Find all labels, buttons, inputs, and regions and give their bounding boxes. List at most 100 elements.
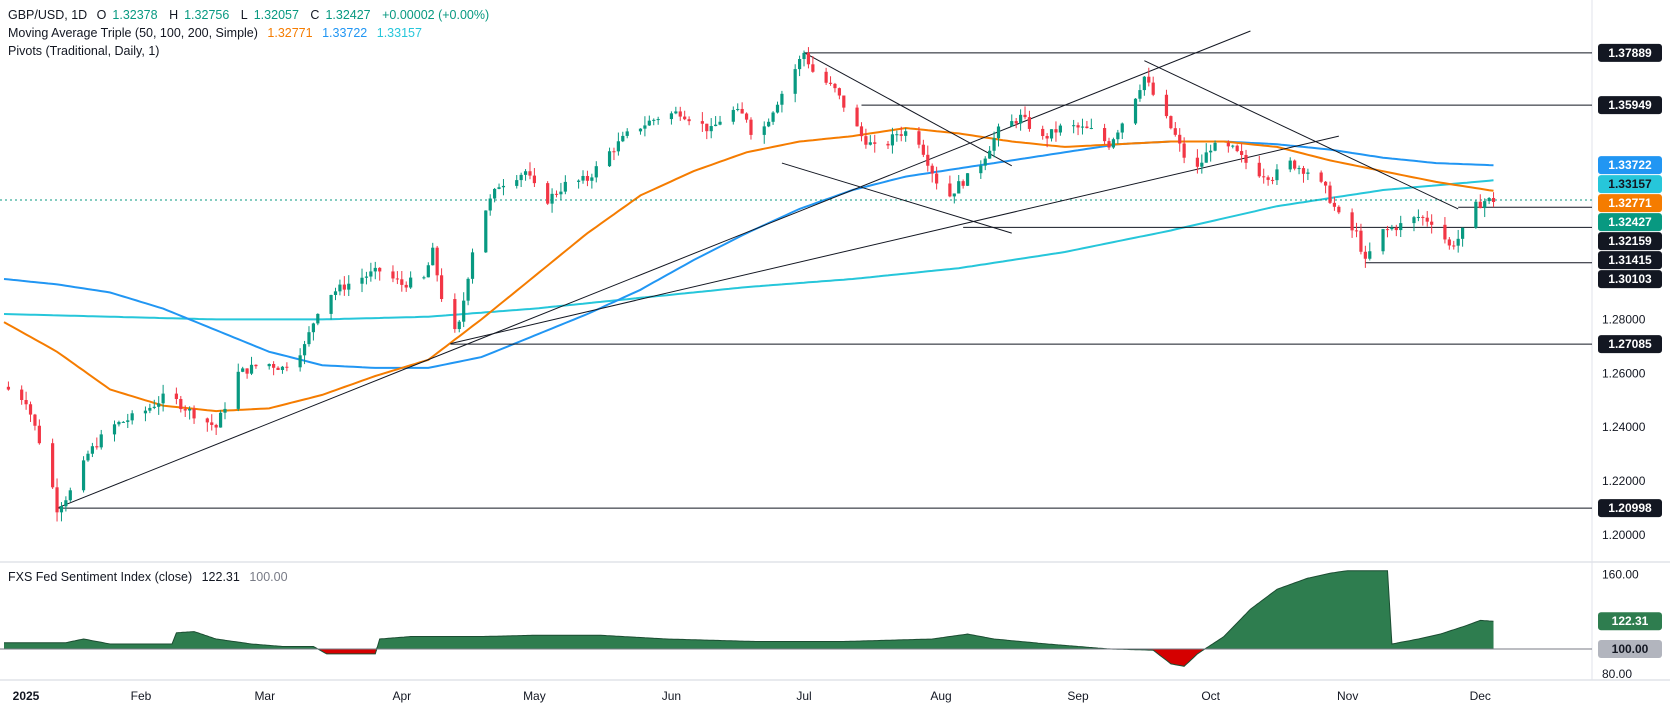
ma50-path — [3, 126, 1494, 413]
candle-body — [236, 371, 240, 409]
candle-body — [409, 277, 413, 288]
candle-body — [798, 59, 802, 70]
candle-body — [241, 368, 245, 372]
price-tag: 1.32427 — [1598, 213, 1662, 232]
candle-body — [1045, 136, 1049, 139]
candle-body — [890, 134, 895, 146]
candle-body — [859, 126, 864, 137]
candle-body — [267, 363, 271, 367]
candle-body — [453, 299, 457, 330]
candle-body — [1483, 201, 1487, 209]
candle-body — [833, 83, 837, 89]
y-tick-label: 1.28000 — [1602, 312, 1646, 326]
candle-body — [532, 175, 536, 184]
candle-body — [607, 151, 612, 167]
candle-body — [439, 275, 444, 300]
candle-body — [1456, 238, 1460, 246]
candle-body — [1116, 132, 1120, 140]
candle-body — [302, 344, 307, 356]
ma100-line — [3, 140, 1494, 369]
price-tag-bg — [1598, 43, 1662, 62]
candle-body — [1447, 239, 1451, 246]
legend-high-value: 1.32756 — [184, 8, 230, 22]
candle-body — [400, 279, 404, 285]
candle-body — [731, 109, 735, 122]
candle-body — [338, 284, 342, 292]
candle-body — [886, 143, 890, 146]
price-tag: 1.30103 — [1598, 270, 1662, 289]
candle-body — [55, 487, 59, 513]
candle-body — [373, 267, 377, 272]
candle-body — [965, 173, 970, 186]
candle-body — [775, 104, 780, 113]
candle-body — [523, 171, 528, 175]
candle-body — [873, 142, 877, 144]
candle-body — [435, 247, 439, 276]
candle-body — [422, 277, 426, 279]
candle-body — [621, 135, 625, 142]
candle-body — [546, 183, 550, 204]
trend-line — [781, 162, 1012, 234]
candle-body — [1368, 251, 1372, 259]
price-tag-label: 1.27085 — [1608, 337, 1652, 351]
legend-symbol: GBP/USD, 1D — [8, 8, 88, 22]
candle-body — [700, 121, 704, 124]
grid-lines — [0, 0, 1670, 681]
candle-body — [161, 393, 165, 404]
candle-body — [1235, 145, 1239, 152]
legend-pivots: Pivots (Traditional, Daily, 1) — [8, 44, 165, 58]
legend-low-value: 1.32057 — [253, 8, 299, 22]
candle-body — [1041, 128, 1045, 137]
legend-sentiment-baseline: 100.00 — [249, 570, 288, 584]
candle-body — [616, 141, 620, 152]
candle-body — [462, 300, 466, 322]
candle-body — [1142, 76, 1146, 91]
candle-body — [771, 112, 775, 122]
candle-body — [1430, 221, 1434, 225]
candle-body — [1491, 197, 1496, 202]
price-tag-label: 1.37889 — [1608, 46, 1652, 60]
candle-body — [81, 460, 86, 491]
x-tick-label: Jul — [796, 689, 811, 703]
legend-ma200-value: 1.33157 — [376, 26, 422, 40]
candle-body — [1443, 224, 1447, 240]
candle-body — [718, 121, 722, 125]
price-tags: 1.37889 1.35949 1.33722 1.33157 1.32771 1.324… — [1598, 43, 1662, 658]
candle-body — [806, 52, 811, 65]
candle-body — [1394, 227, 1398, 231]
candle-body — [1452, 245, 1456, 247]
candle-body — [311, 323, 315, 333]
sentiment-tag-label: 122.31 — [1612, 614, 1649, 628]
candle-body — [1266, 177, 1270, 180]
legend-low-label: L — [240, 8, 248, 22]
sentiment-tag-bg — [1598, 639, 1662, 658]
y-tick-label: 1.24000 — [1602, 420, 1646, 434]
candle-body — [930, 165, 934, 174]
candle-body — [280, 366, 285, 371]
candle-body — [590, 177, 594, 181]
candle-body — [1363, 251, 1367, 259]
candle-body — [342, 284, 346, 290]
candle-body — [762, 126, 766, 135]
ma200-path — [3, 179, 1494, 321]
price-tag: 1.20998 — [1598, 499, 1662, 518]
y-tick-label: 1.26000 — [1602, 366, 1646, 380]
candle-body — [24, 399, 28, 405]
candle-body — [1319, 172, 1323, 182]
price-tag-bg — [1598, 335, 1662, 354]
candle-body — [157, 403, 161, 407]
candle-body — [488, 198, 492, 211]
candle-body — [1023, 114, 1027, 118]
candle-body — [1102, 128, 1107, 142]
candle-body — [652, 119, 656, 121]
candle-body — [205, 418, 209, 423]
candle-body — [391, 271, 395, 279]
candles — [6, 47, 1496, 522]
candle-body — [183, 409, 187, 411]
candle-body — [307, 332, 311, 345]
sentiment-positive-area — [4, 570, 1494, 649]
price-tag-label: 1.20998 — [1608, 501, 1652, 515]
candle-body — [612, 151, 616, 153]
candle-body — [581, 175, 585, 181]
